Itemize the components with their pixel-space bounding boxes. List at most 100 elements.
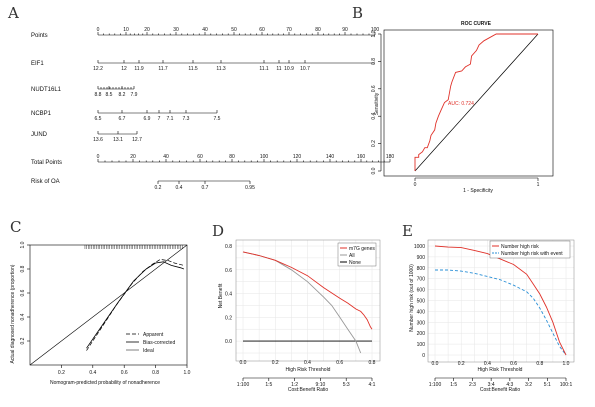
nomogram-tick-label: 10 [123,27,129,33]
nomogram-row-label: JUND [31,132,48,138]
nomogram-tick-label: 7 [158,116,161,122]
dca-cost-benefit-tick-label: 5:3 [343,382,350,388]
nomogram-tick-label: 70 [286,27,292,33]
calibration-y-tick-label: 1.0 [20,241,26,248]
nomogram-row-label: NUDT16L1 [31,87,62,93]
cic-high-risk-line [434,245,567,356]
nomogram-tick-label: 180 [386,154,395,160]
nomogram-tick-label: 140 [326,154,335,160]
cic-cost-benefit-tick-label: 5:1 [544,382,551,388]
cic-y-tick-label: 700 [417,277,426,283]
cic-y-tick-label: 200 [417,331,426,337]
dca-y-tick-label: 0.2 [225,315,232,321]
roc-panel: ROC CURVE 1 - Specificity Sensitivity AU… [371,21,554,194]
calibration-y-label: Actual diagnosed nonadherence (proportio… [10,264,16,363]
nomogram-tick-label: 6.5 [95,116,102,122]
calibration-x-tick-label: 0.6 [121,370,128,376]
panel-label-e: E [402,222,413,240]
calibration-x-tick-label: 1.0 [184,370,191,376]
decision-curve-panel: High Risk Threshold Cost:Benefit Ratio N… [218,239,381,393]
dca-cost-benefit-tick-label: 1:2 [291,382,298,388]
nomogram-tick-label: 13.1 [113,137,123,143]
calibration-legend-label: Ideal [143,348,154,354]
calibration-legend-label: Apparent [143,332,164,338]
calibration-y-tick-label: 0.8 [20,265,26,272]
cic-cost-benefit-tick-label: 3:4 [488,382,495,388]
roc-x-label: 1 - Specificity [463,188,493,194]
nomogram-tick-label: 20 [130,154,136,160]
cic-cost-benefit-tick-label: 4:3 [506,382,513,388]
nomogram-tick-label: 40 [163,154,169,160]
dca-x-tick-label: 0.4 [304,360,311,366]
nomogram-tick-label: 160 [357,154,366,160]
calibration-panel: Nomogram-predicted probability of nonadh… [10,241,191,386]
cic-x-tick-label: 0.6 [510,361,517,367]
nomogram-tick-label: 12.2 [93,66,103,72]
nomogram-tick-label: 0.4 [176,185,183,191]
cic-x-tick-label: 1.0 [563,361,570,367]
roc-title: ROC CURVE [461,21,492,27]
cic-y-tick-label: 600 [417,288,426,294]
calibration-y-tick-label: 0.6 [20,289,26,296]
nomogram-tick-label: 30 [173,27,179,33]
cic-y-tick-label: 900 [417,255,426,261]
dca-y-tick-label: 0.8 [225,244,232,250]
cic-x-tick-label: 0.8 [536,361,543,367]
cic-cost-benefit-tick-label: 1:5 [450,382,457,388]
nomogram-tick-label: 8.5 [106,92,113,98]
cic-y-tick-label: 100 [417,342,426,348]
nomogram-tick-label: 50 [231,27,237,33]
calibration-x-tick-label: 0.2 [58,370,65,376]
roc-y-tick-label: 0.8 [371,58,377,65]
dca-cost-benefit-tick-label: 9:10 [316,382,326,388]
calibration-x-tick-label: 0.4 [89,370,96,376]
roc-y-tick-label: 0.6 [371,85,377,92]
cic-x-tick-label: 0.0 [432,361,439,367]
dca-legend-label: m7G genes [349,246,375,252]
nomogram-tick-label: 60 [259,27,265,33]
nomogram-tick-label: 7.1 [167,116,174,122]
cic-x-tick-label: 0.2 [458,361,465,367]
cic-y-tick-label: 0 [422,353,425,359]
nomogram-tick-label: 8.2 [119,92,126,98]
roc-plot-frame [383,29,554,177]
cic-y-tick-label: 400 [417,309,426,315]
dca-y-tick-label: 0.6 [225,268,232,274]
nomogram-row-label: Points [31,33,48,39]
nomogram-tick-label: 12.7 [132,137,142,143]
calibration-legend-label: Bias-corrected [143,340,175,346]
roc-x-tick-label: 1 [537,182,540,188]
nomogram-tick-label: 7.3 [183,116,190,122]
cic-high-risk-event-line [435,269,567,356]
cic-y-label: Number high risk (out of 1000) [409,264,415,332]
panel-label-a: A [7,4,19,22]
nomogram-tick-label: 80 [229,154,235,160]
cic-plot-background [428,240,574,362]
cic-x-label: High Risk Threshold [478,367,523,373]
nomogram-tick-label: 7.5 [214,116,221,122]
dca-x-tick-label: 0.0 [240,360,247,366]
dca-legend-label: All [349,253,355,259]
cic-x2-label: Cost:Benefit Ratio [480,387,521,393]
cic-cost-benefit-tick-label: 1:100 [429,382,442,388]
clinical-impact-panel: High Risk Threshold Cost:Benefit Ratio N… [409,239,575,393]
dca-x-label: High Risk Threshold [286,367,331,373]
nomogram-tick-label: 120 [293,154,302,160]
nomogram-tick-label: 100 [371,27,380,33]
nomogram-row-label: Total Points [31,160,62,166]
dca-cost-benefit-tick-label: 4:1 [369,382,376,388]
nomogram-tick-label: 100 [260,154,269,160]
calibration-ideal-line [29,244,188,366]
calibration-y-tick-label: 0.2 [20,337,26,344]
cic-y-tick-label: 800 [417,266,426,272]
cic-y-tick-label: 500 [417,299,426,305]
panel-label-b: B [352,4,363,22]
nomogram-tick-label: 6.9 [144,116,151,122]
cic-y-tick-label: 300 [417,320,426,326]
panel-label-c: C [10,218,21,236]
dca-cost-benefit-tick-label: 1:5 [265,382,272,388]
roc-y-tick-label: 1.0 [371,30,377,37]
nomogram-tick-label: 11.1 [259,66,269,72]
